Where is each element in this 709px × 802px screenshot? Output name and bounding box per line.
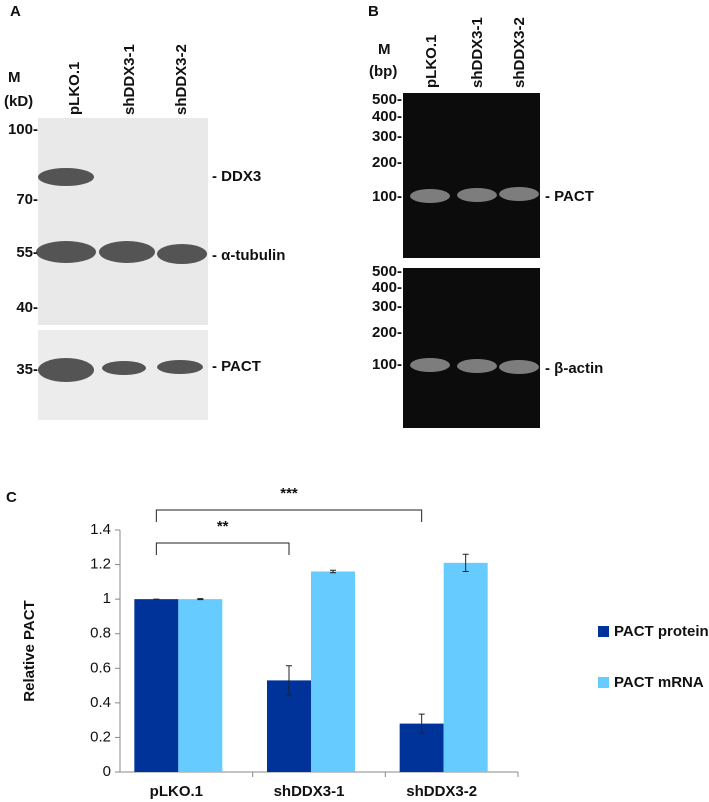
band — [410, 189, 450, 203]
y-tick-label: 1.4 — [90, 521, 111, 538]
band — [499, 360, 539, 374]
marker-title: M — [8, 69, 21, 86]
y-tick-label: 0.6 — [90, 659, 111, 676]
marker-label: 70- — [16, 191, 38, 208]
legend-swatch — [598, 677, 609, 688]
band-label: - PACT — [212, 358, 261, 375]
marker-label: 100- — [372, 356, 402, 373]
lane-label: pLKO.1 — [66, 62, 83, 115]
x-tick-label: shDDX3-1 — [274, 783, 345, 800]
marker-label: 100- — [372, 188, 402, 205]
band — [410, 358, 450, 372]
marker-label: 500- — [372, 263, 402, 280]
error-bar — [330, 569, 336, 574]
marker-label: 500- — [372, 91, 402, 108]
marker-label: 40- — [16, 299, 38, 316]
band — [457, 359, 497, 373]
y-tick-label: 0.2 — [90, 728, 111, 745]
gel-upper — [403, 93, 540, 258]
marker-label: 300- — [372, 128, 402, 145]
legend-swatch — [598, 626, 609, 637]
band-label: - DDX3 — [212, 168, 261, 185]
error-bar — [462, 553, 469, 572]
y-tick-label: 1.2 — [90, 556, 111, 573]
band-label: - α-tubulin — [212, 247, 285, 264]
error-bar — [197, 598, 204, 601]
marker-label: 55- — [16, 244, 38, 261]
band — [38, 168, 94, 186]
band — [499, 187, 539, 201]
blot-upper — [38, 118, 208, 325]
band — [102, 361, 146, 375]
panel-label: A — [10, 3, 21, 20]
x-tick-label: pLKO.1 — [150, 783, 203, 800]
error-bar — [418, 713, 425, 734]
bar — [178, 599, 223, 772]
panel-label: B — [368, 3, 379, 20]
marker-unit: (kD) — [4, 93, 33, 110]
y-tick-label: 0.4 — [90, 694, 111, 711]
y-tick-label: 0.8 — [90, 625, 111, 642]
marker-label: 200- — [372, 154, 402, 171]
band-label: - PACT — [545, 188, 594, 205]
y-tick-label: 0 — [103, 763, 111, 780]
panel-label: C — [6, 489, 17, 506]
bar — [443, 562, 488, 772]
band — [157, 244, 207, 264]
marker-unit: (bp) — [369, 63, 397, 80]
band — [457, 188, 497, 202]
significance-label: *** — [280, 485, 298, 502]
marker-title: M — [378, 41, 391, 58]
legend-label: PACT mRNA — [614, 674, 704, 691]
band-label: - β-actin — [545, 360, 603, 377]
marker-label: 400- — [372, 279, 402, 296]
marker-label: 200- — [372, 324, 402, 341]
lane-label: shDDX3-1 — [469, 17, 486, 88]
bar — [311, 571, 355, 772]
band — [157, 360, 203, 374]
band — [38, 358, 94, 382]
gel-lower — [403, 268, 540, 428]
lane-label: shDDX3-1 — [121, 44, 138, 115]
bar — [134, 599, 179, 772]
bar — [267, 680, 311, 772]
lane-label: shDDX3-2 — [511, 17, 528, 88]
band — [99, 241, 155, 263]
marker-label: 300- — [372, 298, 402, 315]
lane-label: pLKO.1 — [423, 35, 440, 88]
significance-label: ** — [217, 518, 229, 535]
legend-label: PACT protein — [614, 623, 709, 640]
y-tick-label: 1 — [103, 590, 111, 607]
marker-label: 400- — [372, 108, 402, 125]
significance-bracket — [155, 542, 290, 555]
marker-label: 35- — [16, 361, 38, 378]
band — [36, 241, 96, 263]
lane-label: shDDX3-2 — [173, 44, 190, 115]
y-axis-label: Relative PACT — [21, 600, 38, 701]
marker-label: 100- — [8, 121, 38, 138]
significance-bracket — [155, 509, 423, 522]
error-bar — [286, 665, 292, 696]
x-tick-label: shDDX3-2 — [406, 783, 477, 800]
